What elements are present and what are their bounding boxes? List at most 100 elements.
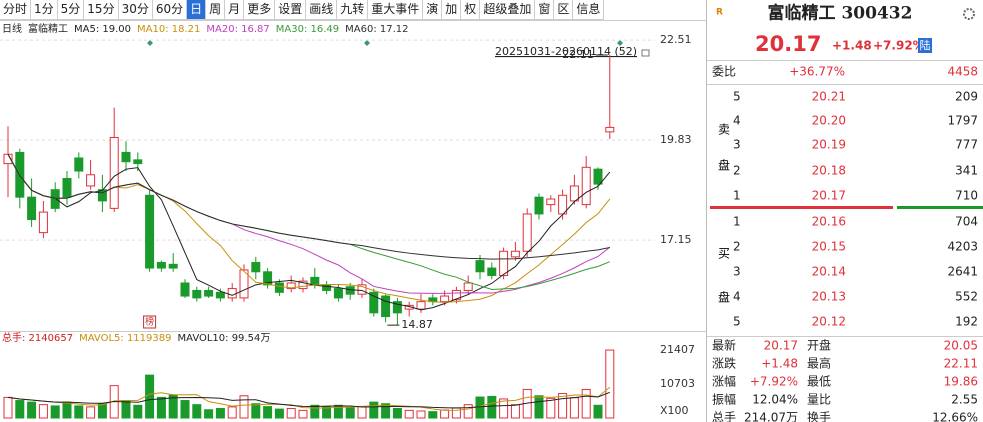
legend-item: 富临精工 [28, 22, 68, 35]
toolbar-button[interactable]: 信息 [573, 0, 605, 20]
volume-bar [38, 404, 48, 419]
candle-body [392, 301, 402, 314]
toolbar-button[interactable]: 权 [461, 0, 481, 20]
volume-bar [345, 407, 355, 419]
stat-value: 22.11 [944, 357, 978, 371]
level: 3 [733, 265, 741, 279]
stock-title: 富临精工 300432 [768, 3, 913, 24]
candle-body [581, 166, 591, 206]
toolbar-button[interactable]: 画线 [306, 0, 338, 20]
candle-body [50, 189, 60, 209]
toolbar-button[interactable]: 九转 [337, 0, 369, 20]
event-marker [364, 40, 370, 46]
volume-bar [510, 404, 520, 419]
marker: 榜 [145, 316, 154, 328]
stat-value: 20.05 [944, 339, 978, 353]
candle-body [192, 289, 202, 299]
candle-body [463, 282, 473, 291]
toolbar-button[interactable]: 区 [554, 0, 574, 20]
candle-body [605, 126, 615, 133]
volume-bar [310, 404, 320, 419]
low-label: 14.87 [401, 318, 433, 331]
candle-body [86, 174, 96, 187]
volume-bar [168, 394, 178, 419]
level: 4 [733, 290, 741, 304]
toolbar-button[interactable]: 分时 [0, 0, 32, 20]
candle-body [286, 282, 296, 290]
stat-value: 20.17 [764, 339, 798, 353]
legend-item: 日线 [2, 22, 22, 35]
marker-box [143, 315, 157, 329]
candle-body [534, 196, 544, 215]
toolbar-button[interactable]: 窗 [535, 0, 555, 20]
legend-item: MAVOL5: 1119389 [79, 333, 171, 344]
book-volume: 2641 [947, 265, 978, 279]
toolbar-button[interactable]: 设置 [275, 0, 307, 20]
toolbar-button[interactable]: 重大事件 [368, 0, 424, 20]
toolbar-button[interactable]: 30分 [118, 0, 153, 20]
volume-bar [251, 403, 261, 419]
legend-item: MA10: 18.21 [137, 24, 200, 35]
candle-body [416, 301, 426, 310]
book-price: 20.16 [812, 215, 846, 229]
book-volume: 552 [955, 290, 978, 304]
toolbar-button[interactable]: 15分 [84, 0, 119, 20]
volume-bar [145, 374, 155, 419]
volume-bar [227, 406, 237, 419]
toolbar-button[interactable]: 周 [206, 0, 226, 20]
book-price: 20.12 [812, 315, 846, 329]
candle-body [499, 250, 509, 277]
candle-body [168, 263, 178, 269]
level: 1 [733, 215, 741, 229]
candle-body [180, 282, 190, 297]
ma-line [7, 154, 610, 290]
toolbar-button[interactable]: 1分 [31, 0, 58, 20]
side-label: 盘 [718, 158, 730, 173]
toolbar-button[interactable]: 日 [187, 0, 207, 20]
ma-line [7, 154, 611, 303]
book-bar [710, 206, 893, 209]
chart: 日线 富临精工 MA5: 19.00 MA10: 18.21 MA20: 16.87 MA… [0, 20, 706, 419]
toolbar-button[interactable]: 5分 [57, 0, 85, 20]
candle-body [369, 291, 379, 314]
toolbar-button[interactable]: 更多 [244, 0, 276, 20]
y-tick-label: 10703 [660, 377, 695, 390]
toolbar-button[interactable]: 60分 [152, 0, 188, 20]
legend-item: MA20: 16.87 [206, 24, 269, 35]
y-tick-label: 22.51 [660, 33, 692, 46]
candle-body [569, 185, 579, 202]
candle-body [263, 271, 273, 286]
toolbar-button[interactable]: 加 [442, 0, 462, 20]
book-bar [897, 206, 983, 209]
toolbar-button[interactable]: 演 [423, 0, 443, 20]
settings-icon[interactable] [963, 8, 975, 20]
volume-bar [569, 397, 579, 419]
price: 20.17 [755, 32, 821, 56]
volume-bar [416, 410, 426, 419]
stat-label: 涨幅 [712, 374, 736, 389]
candle-body [38, 211, 48, 234]
volume-bar [605, 349, 615, 419]
change-pct: +7.92% [873, 39, 925, 53]
tag: 陆 [920, 38, 931, 52]
candle-body [239, 269, 249, 299]
toolbar-button[interactable]: 月 [225, 0, 245, 20]
mavol-line [7, 391, 610, 409]
volume-bar [475, 396, 485, 419]
candle-body [593, 168, 603, 185]
stat-label: 最新 [712, 338, 736, 353]
candle-body [27, 196, 37, 221]
volume-bar [156, 396, 166, 419]
stat-value: 12.66% [932, 411, 978, 422]
ma-line [7, 154, 611, 311]
volume-bar [333, 404, 343, 419]
volume-bar [322, 406, 332, 419]
toolbar-button[interactable]: 超级叠加 [480, 0, 536, 20]
ratio-diff: 4458 [947, 65, 978, 79]
stat-value: +7.92% [750, 375, 798, 389]
candle-body [74, 157, 84, 172]
volume-bar [3, 396, 13, 419]
legend-item: 总手: 2140657 [2, 331, 73, 344]
candle-body [558, 194, 568, 215]
candle-body [204, 289, 214, 297]
